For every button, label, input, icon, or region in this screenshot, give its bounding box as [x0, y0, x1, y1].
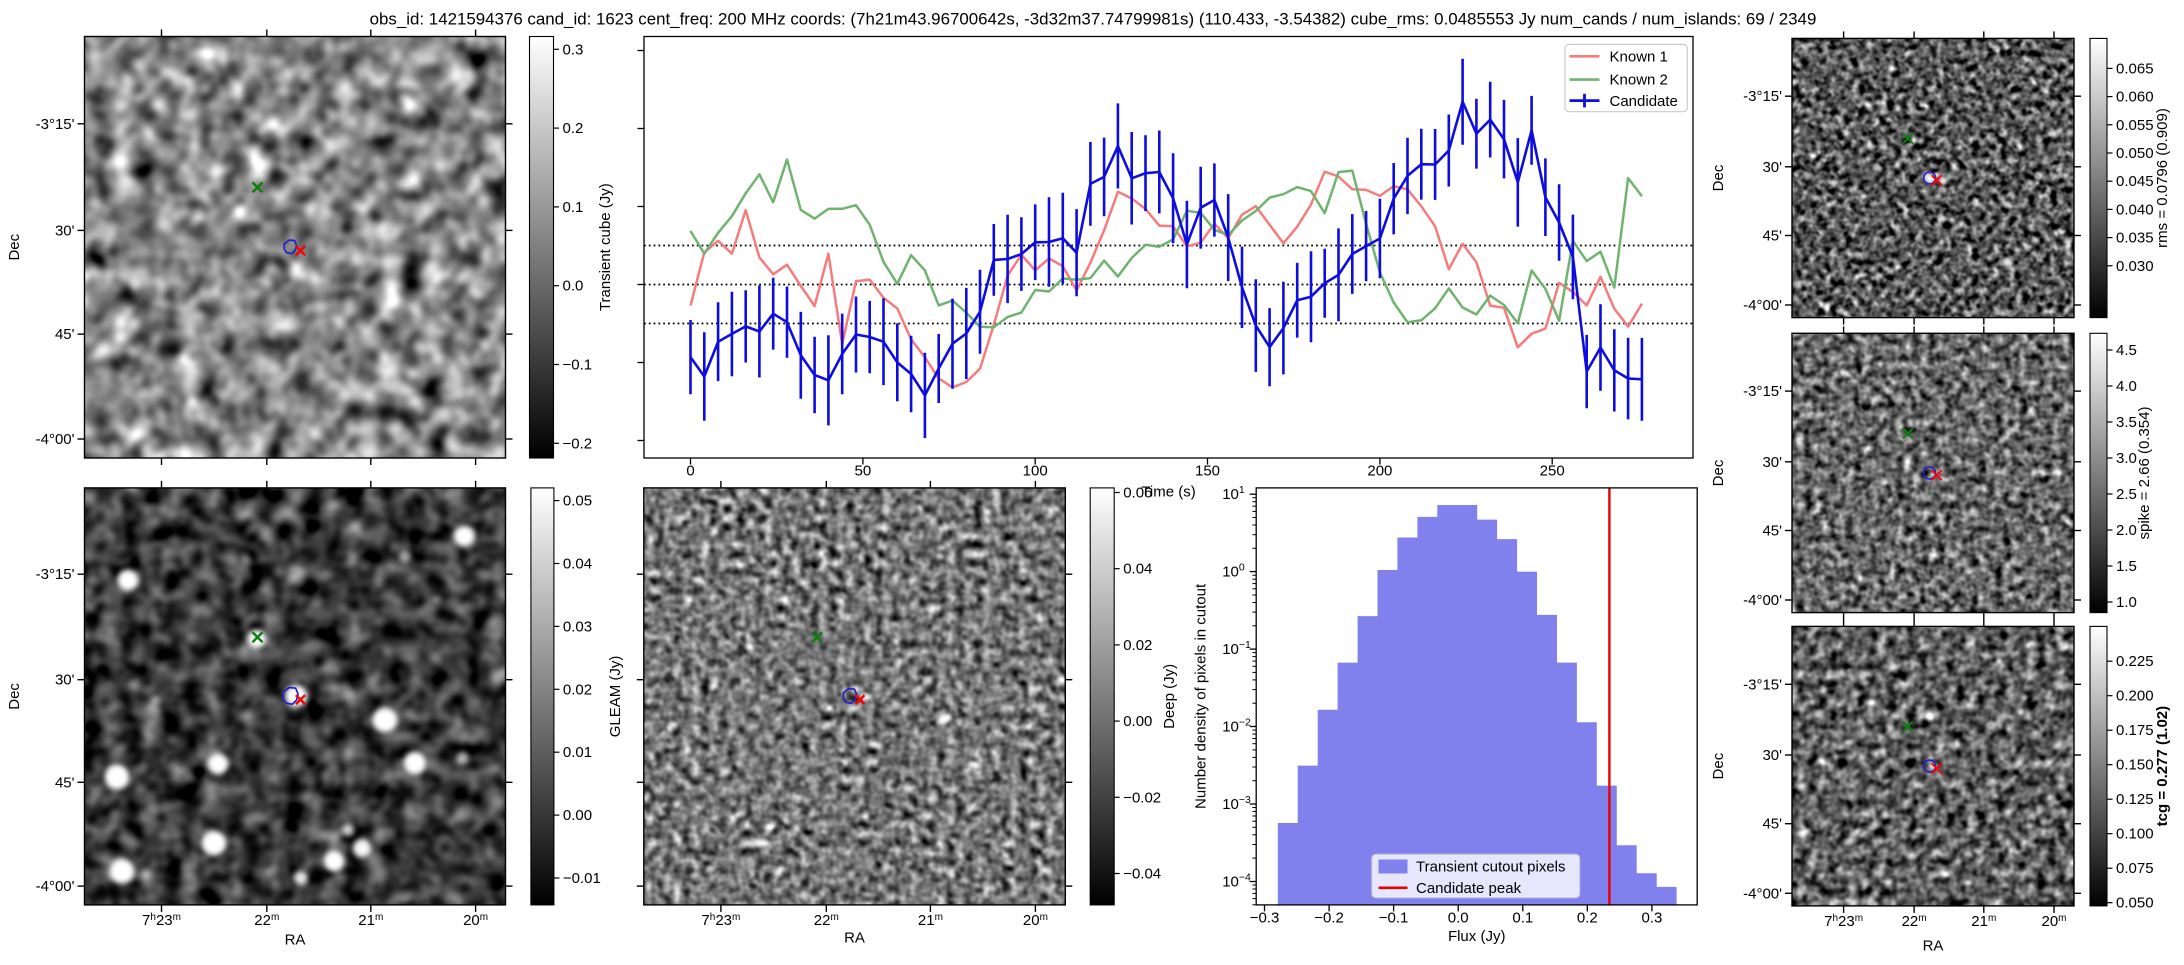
svg-text:−0.3: −0.3 — [1250, 909, 1280, 926]
svg-text:0.01: 0.01 — [563, 744, 592, 761]
svg-text:45': 45' — [1762, 228, 1782, 245]
svg-text:4.5: 4.5 — [2116, 342, 2137, 359]
svg-text:2.0: 2.0 — [2116, 522, 2137, 539]
svg-text:Transient cube (Jy): Transient cube (Jy) — [597, 183, 614, 311]
svg-text:-3°15': -3°15' — [1743, 676, 1782, 693]
svg-text:0.02: 0.02 — [563, 681, 592, 698]
svg-text:−0.02: −0.02 — [1123, 789, 1161, 806]
svg-text:−0.2: −0.2 — [1314, 909, 1344, 926]
svg-text:−0.01: −0.01 — [563, 870, 601, 887]
svg-text:0.1: 0.1 — [563, 199, 584, 216]
svg-text:0.100: 0.100 — [2116, 826, 2154, 843]
svg-text:200: 200 — [1367, 463, 1392, 480]
svg-text:spike = 2.66 (0.354): spike = 2.66 (0.354) — [2136, 406, 2153, 539]
svg-text:GLEAM (Jy): GLEAM (Jy) — [607, 656, 624, 738]
svg-text:0: 0 — [686, 463, 694, 480]
svg-text:0.175: 0.175 — [2116, 722, 2154, 739]
svg-text:0.03: 0.03 — [563, 618, 592, 635]
svg-text:30': 30' — [55, 672, 75, 689]
svg-text:0.035: 0.035 — [2116, 230, 2154, 247]
svg-text:45': 45' — [55, 774, 75, 791]
svg-text:0.1: 0.1 — [1512, 909, 1533, 926]
svg-text:45': 45' — [55, 326, 75, 343]
svg-text:30': 30' — [1762, 454, 1782, 471]
svg-text:0.3: 0.3 — [563, 41, 584, 58]
svg-text:0.045: 0.045 — [2116, 173, 2154, 190]
svg-text:Transient cutout pixels: Transient cutout pixels — [1416, 859, 1566, 876]
svg-text:0.00: 0.00 — [1123, 713, 1152, 730]
svg-text:1.0: 1.0 — [2116, 594, 2137, 611]
svg-text:-4°00': -4°00' — [1743, 297, 1782, 314]
svg-text:tcg = 0.277 (1.02): tcg = 0.277 (1.02) — [2154, 706, 2171, 826]
svg-text:0.050: 0.050 — [2116, 895, 2154, 912]
svg-text:Dec: Dec — [6, 683, 23, 710]
svg-text:0.00: 0.00 — [563, 807, 592, 824]
svg-text:1.5: 1.5 — [2116, 558, 2137, 575]
svg-text:0.040: 0.040 — [2116, 201, 2154, 218]
svg-text:0.055: 0.055 — [2116, 117, 2154, 134]
svg-text:Dec: Dec — [1710, 752, 1727, 779]
svg-text:Known 2: Known 2 — [1610, 72, 1668, 89]
svg-text:Flux (Jy): Flux (Jy) — [1448, 928, 1506, 945]
svg-text:45': 45' — [1762, 816, 1782, 833]
svg-text:0.200: 0.200 — [2116, 688, 2154, 705]
svg-text:0.05: 0.05 — [563, 493, 592, 510]
svg-text:150: 150 — [1195, 463, 1220, 480]
svg-text:30': 30' — [1762, 159, 1782, 176]
svg-text:−0.1: −0.1 — [563, 357, 593, 374]
svg-text:3.5: 3.5 — [2116, 414, 2137, 431]
svg-text:Deep (Jy): Deep (Jy) — [1161, 664, 1178, 729]
svg-text:0.2: 0.2 — [1577, 909, 1598, 926]
svg-text:rms = 0.0796 (0.909): rms = 0.0796 (0.909) — [2154, 108, 2171, 248]
svg-text:-3°15': -3°15' — [1743, 88, 1782, 105]
svg-text:45': 45' — [1762, 523, 1782, 540]
svg-text:0.04: 0.04 — [1123, 561, 1152, 578]
svg-text:30': 30' — [55, 222, 75, 239]
svg-text:Dec: Dec — [6, 233, 23, 260]
svg-text:Known 1: Known 1 — [1610, 48, 1668, 65]
svg-text:0.06: 0.06 — [1123, 485, 1152, 502]
svg-text:0.3: 0.3 — [1641, 909, 1662, 926]
svg-text:Dec: Dec — [1710, 164, 1727, 191]
svg-text:-3°15': -3°15' — [36, 566, 75, 583]
svg-text:RA: RA — [285, 932, 306, 949]
svg-text:obs_id: 1421594376 cand_id: 16: obs_id: 1421594376 cand_id: 1623 cent_fr… — [370, 10, 1817, 29]
svg-text:0.04: 0.04 — [563, 556, 592, 573]
svg-text:0.030: 0.030 — [2116, 258, 2154, 275]
svg-text:-4°00': -4°00' — [36, 878, 75, 895]
svg-text:4.0: 4.0 — [2116, 378, 2137, 395]
svg-text:Candidate peak: Candidate peak — [1416, 880, 1522, 897]
svg-text:0.150: 0.150 — [2116, 757, 2154, 774]
svg-text:0.2: 0.2 — [563, 120, 584, 137]
svg-text:250: 250 — [1540, 463, 1565, 480]
svg-text:RA: RA — [844, 929, 865, 946]
svg-text:0.075: 0.075 — [2116, 860, 2154, 877]
svg-text:0.02: 0.02 — [1123, 637, 1152, 654]
svg-text:0.0: 0.0 — [1448, 909, 1469, 926]
svg-text:Dec: Dec — [1710, 459, 1727, 486]
svg-text:Time (s): Time (s) — [1141, 483, 1195, 500]
svg-text:−0.1: −0.1 — [1379, 909, 1409, 926]
svg-text:−0.04: −0.04 — [1123, 866, 1161, 883]
svg-text:-3°15': -3°15' — [1743, 383, 1782, 400]
svg-text:-4°00': -4°00' — [36, 431, 75, 448]
svg-text:0.125: 0.125 — [2116, 791, 2154, 808]
svg-text:50: 50 — [855, 463, 872, 480]
svg-text:100: 100 — [1023, 463, 1048, 480]
svg-text:RA: RA — [1923, 938, 1944, 955]
svg-text:3.0: 3.0 — [2116, 450, 2137, 467]
svg-text:-4°00': -4°00' — [1743, 592, 1782, 609]
svg-text:0.050: 0.050 — [2116, 145, 2154, 162]
svg-text:0.0: 0.0 — [563, 278, 584, 295]
svg-text:Candidate: Candidate — [1610, 93, 1678, 110]
svg-text:2.5: 2.5 — [2116, 486, 2137, 503]
svg-text:30': 30' — [1762, 747, 1782, 764]
svg-text:0.065: 0.065 — [2116, 60, 2154, 77]
svg-text:Number density of pixels in cu: Number density of pixels in cutout — [1193, 583, 1210, 809]
svg-text:0.060: 0.060 — [2116, 89, 2154, 106]
svg-text:0.225: 0.225 — [2116, 653, 2154, 670]
svg-text:-3°15': -3°15' — [36, 116, 75, 133]
svg-text:−0.2: −0.2 — [563, 435, 593, 452]
svg-text:-4°00': -4°00' — [1743, 885, 1782, 902]
